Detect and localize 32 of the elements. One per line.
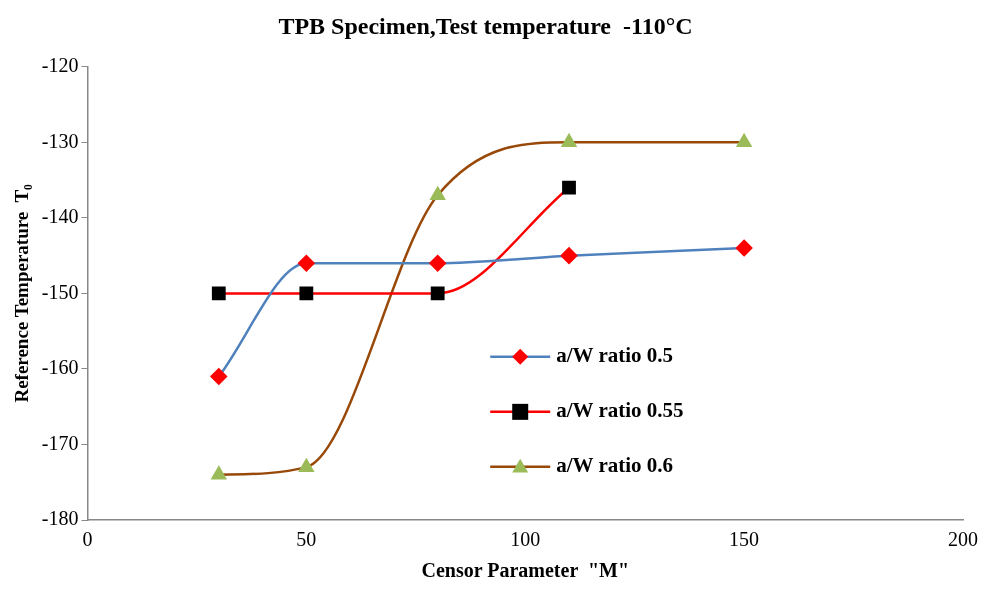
x-tick-label: 150	[729, 528, 760, 551]
point	[430, 186, 445, 200]
x-tick-label: 50	[296, 528, 317, 551]
y-axis-title: Reference Temperature T₀	[11, 183, 33, 403]
point	[560, 247, 578, 264]
point	[562, 180, 576, 195]
point	[299, 458, 314, 472]
y-tick-label: -140	[41, 205, 79, 228]
point	[736, 134, 752, 148]
x-tick-label: 100	[510, 528, 541, 551]
point	[299, 286, 314, 301]
point	[430, 286, 445, 301]
point	[210, 368, 228, 385]
y-tick-label: -150	[41, 280, 79, 303]
point	[298, 254, 315, 272]
legend-label: a/W ratio 0.5	[556, 343, 674, 368]
legend-label: a/W ratio 0.55	[556, 398, 684, 423]
x-tick-label: 0	[82, 528, 93, 551]
point	[211, 466, 227, 480]
point	[735, 239, 753, 257]
point	[561, 134, 577, 148]
chart-title: TPB Specimen,Test temperature -110°C	[278, 12, 693, 39]
x-axis-title: Censor Parameter "M"	[421, 559, 629, 582]
y-tick-label: -180	[41, 507, 79, 530]
y-tick-label: -160	[41, 356, 79, 379]
point	[211, 286, 226, 301]
y-tick-label: -120	[41, 54, 79, 77]
x-tick-label: 200	[948, 528, 978, 551]
legend-label: a/W ratio 0.6	[556, 453, 674, 478]
point	[429, 254, 446, 272]
y-tick-label: -170	[41, 431, 79, 454]
y-tick-label: -130	[41, 129, 79, 152]
